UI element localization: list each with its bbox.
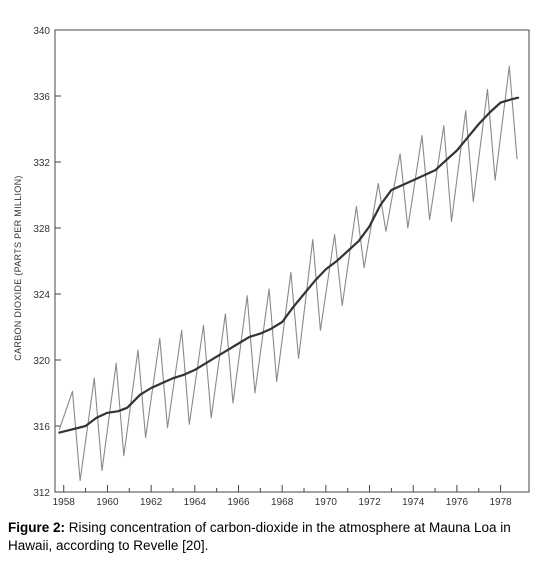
figure-caption: Figure 2: Rising concentration of carbon… bbox=[8, 519, 546, 555]
series-layer bbox=[58, 65, 520, 482]
plot-frame bbox=[54, 29, 530, 493]
y-tick-label: 340 bbox=[33, 26, 50, 37]
trend-line bbox=[58, 96, 520, 434]
x-tick-label: 1964 bbox=[184, 497, 207, 508]
y-axis-label: CARBON DIOXIDE (PARTS PER MILLION) bbox=[13, 175, 23, 360]
x-tick-label: 1962 bbox=[140, 497, 163, 508]
x-tick-label: 1970 bbox=[315, 497, 338, 508]
co2-chart: 312 316 320 324 328 332 336 340 1958 1960 1962 196… bbox=[13, 26, 530, 508]
monthly-line bbox=[58, 65, 518, 482]
y-tick-label: 332 bbox=[33, 158, 50, 169]
y-tick-label: 312 bbox=[33, 488, 50, 499]
x-tick-label: 1972 bbox=[358, 497, 381, 508]
y-tick-label: 316 bbox=[33, 422, 50, 433]
caption-text: Rising concentration of carbon-dioxide i… bbox=[8, 520, 511, 553]
y-tick-label: 324 bbox=[33, 290, 50, 301]
caption-label: Figure 2: bbox=[8, 520, 66, 535]
y-axis: 312 316 320 324 328 332 336 340 bbox=[33, 26, 61, 499]
y-tick-label: 328 bbox=[33, 224, 50, 235]
y-tick-label: 336 bbox=[33, 92, 50, 103]
x-tick-label: 1966 bbox=[227, 497, 250, 508]
x-tick-label: 1976 bbox=[446, 497, 469, 508]
x-tick-label: 1974 bbox=[402, 497, 425, 508]
x-tick-label: 1968 bbox=[271, 497, 294, 508]
x-axis: 1958 1960 1962 1964 1966 1968 1970 1972 1974 1976… bbox=[53, 485, 512, 508]
y-tick-label: 320 bbox=[33, 356, 50, 367]
x-tick-label: 1960 bbox=[96, 497, 119, 508]
x-tick-label: 1978 bbox=[489, 497, 512, 508]
x-tick-label: 1958 bbox=[53, 497, 76, 508]
